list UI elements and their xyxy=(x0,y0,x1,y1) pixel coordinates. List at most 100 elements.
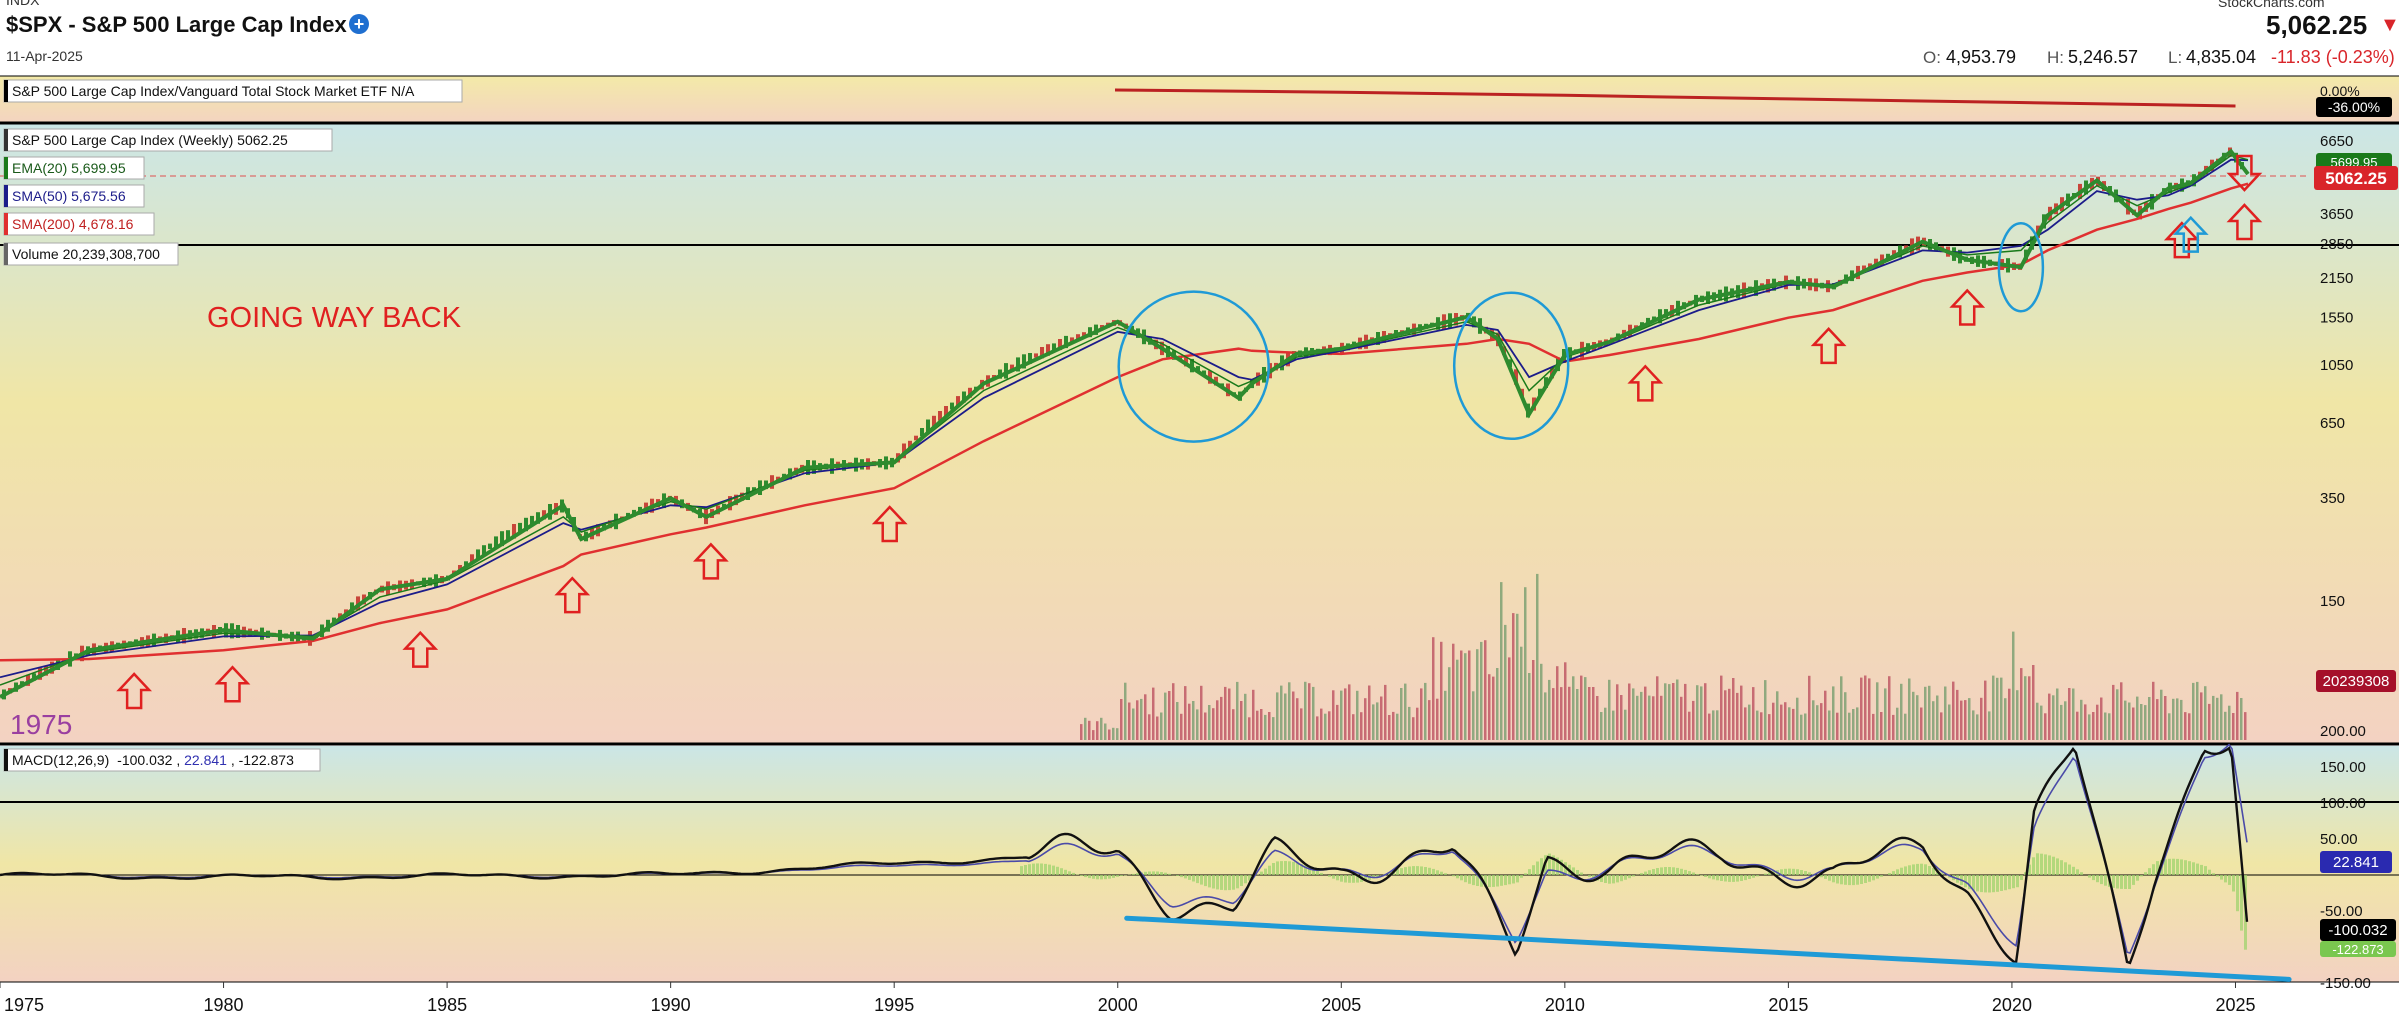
macd-hist-bar xyxy=(1664,867,1667,875)
macd-hist-bar xyxy=(1040,863,1043,875)
x-tick-label: 1995 xyxy=(874,995,914,1015)
volume-bar xyxy=(2068,688,2071,740)
exchange-label: INDX xyxy=(6,0,40,8)
price-tick-label: 350 xyxy=(2320,490,2345,507)
macd-hist-bar xyxy=(1236,875,1239,889)
volume-bar xyxy=(1876,682,1879,740)
macd-hist-bar xyxy=(2048,855,2051,875)
macd-hist-bar xyxy=(1416,866,1419,875)
macd-hist-bar xyxy=(1900,867,1903,875)
macd-hist-bar xyxy=(1248,875,1251,881)
macd-hist-bar xyxy=(1684,869,1687,875)
macd-hist-bar xyxy=(1824,875,1827,879)
volume-bar xyxy=(1720,675,1723,740)
volume-bar xyxy=(1836,712,1839,740)
date-label: 11-Apr-2025 xyxy=(6,48,83,64)
macd-line xyxy=(0,746,2249,965)
macd-hist-bar xyxy=(1228,875,1231,891)
macd-hist-bar xyxy=(1640,873,1643,875)
macd-hist-bar xyxy=(1888,873,1891,875)
volume-bar xyxy=(1492,676,1495,740)
volume-bar xyxy=(1348,684,1351,740)
macd-hist-bar xyxy=(1176,875,1179,876)
volume-bar xyxy=(1448,667,1451,740)
macd-hist-bar xyxy=(1536,861,1539,875)
macd-hist-bar xyxy=(1052,865,1055,875)
volume-bar xyxy=(1824,690,1827,740)
signal-value-badge: 22.841 xyxy=(2333,854,2379,871)
volume-bar xyxy=(1572,676,1575,740)
volume-bar xyxy=(2004,698,2007,740)
price-candle xyxy=(1088,327,1092,338)
plus-circle-icon[interactable]: + xyxy=(349,14,369,34)
volume-bar xyxy=(2012,631,2015,740)
macd-hist-bar xyxy=(1400,868,1403,875)
price-candle xyxy=(962,391,966,403)
volume-bar xyxy=(2056,688,2059,740)
macd-value-badge-box xyxy=(2320,919,2396,941)
price-candle xyxy=(482,545,486,556)
macd-hist-bar xyxy=(1856,875,1859,885)
macd-hist-bar xyxy=(1268,865,1271,875)
macd-hist-bar xyxy=(1704,875,1707,877)
change-value: -11.83 (-0.23%) xyxy=(2271,47,2395,67)
volume-bar xyxy=(1208,705,1211,740)
ratio-value-badge: -36.00% xyxy=(2328,99,2380,115)
volume-bar xyxy=(1988,711,1991,740)
up-arrow-icon xyxy=(1949,288,1986,326)
volume-bar xyxy=(1080,724,1083,740)
volume-bar xyxy=(1852,709,1855,740)
macd-hist-bar xyxy=(1364,875,1367,881)
volume-bar xyxy=(1364,698,1367,740)
brand-logo[interactable]: StockCharts.com xyxy=(2218,0,2325,10)
volume-bar xyxy=(2160,689,2163,740)
macd-hist-bar xyxy=(2116,875,2119,889)
price-candle xyxy=(1046,344,1050,356)
volume-bar xyxy=(1528,673,1531,740)
macd-hist-bar xyxy=(1408,866,1411,875)
macd-legend-swatch xyxy=(4,749,8,771)
price-candle xyxy=(530,515,534,527)
volume-bar xyxy=(1476,649,1479,740)
price-y-axis: 150 350 650 1050 1550 2150 2850 3650 6650 xyxy=(2320,133,2353,610)
volume-bar xyxy=(2116,689,2119,740)
macd-hist-bar xyxy=(2196,863,2199,875)
ratio-value-badge-box xyxy=(2316,97,2392,117)
macd-hist-bar xyxy=(1460,875,1463,881)
volume-bar xyxy=(2140,704,2143,740)
macd-hist-bar xyxy=(1656,868,1659,875)
volume-bar xyxy=(1672,683,1675,740)
volume-bar xyxy=(2108,713,2111,740)
x-tick-label: 1975 xyxy=(4,995,44,1015)
macd-legend-text: MACD(12,26,9) -100.032 , 22.841 , -122.8… xyxy=(12,752,294,768)
volume-bar xyxy=(1680,696,1683,740)
volume-bar xyxy=(1860,677,1863,740)
macd-hist-bar xyxy=(1748,875,1751,879)
volume-bar xyxy=(1924,686,1927,740)
macd-hist-bar xyxy=(1620,875,1623,882)
volume-bar xyxy=(1984,680,1987,740)
macd-hist-bar xyxy=(1968,875,1971,890)
volume-bar xyxy=(1648,695,1651,740)
macd-hist-bar xyxy=(1080,875,1083,876)
macd-panel xyxy=(0,746,2399,982)
volume-bar xyxy=(1280,685,1283,740)
volume-bar xyxy=(2144,705,2147,740)
macd-hist-bar xyxy=(1592,875,1595,879)
macd-hist-bar xyxy=(2192,862,2195,875)
volume-bar xyxy=(1108,729,1111,740)
up-arrow-icon xyxy=(554,576,591,614)
macd-legend-sep2: , xyxy=(231,752,239,768)
macd-signal-legend-value: 22.841 xyxy=(184,752,227,768)
price-candle xyxy=(1076,334,1080,340)
macd-hist-bar xyxy=(2204,866,2207,875)
volume-bar xyxy=(2048,693,2051,740)
volume-bar xyxy=(1604,707,1607,740)
price-candle xyxy=(920,428,924,437)
macd-hist-bar xyxy=(2104,875,2107,886)
volume-bar xyxy=(2060,704,2063,740)
volume-bar xyxy=(1804,713,1807,740)
volume-bar xyxy=(1856,707,1859,740)
macd-hist-bar xyxy=(1280,861,1283,875)
volume-bar xyxy=(1464,653,1467,740)
